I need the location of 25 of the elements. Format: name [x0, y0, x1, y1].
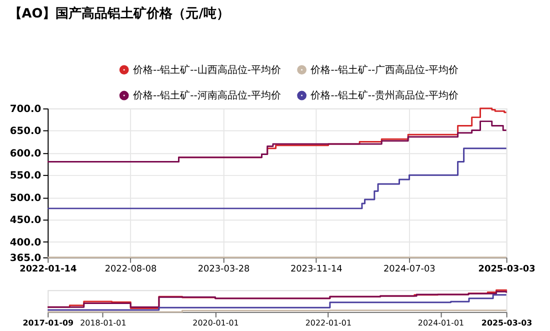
x-tick-label: 2017-01-09 [22, 318, 74, 328]
chart-title: 【AO】国产高品铝土矿价格（元/吨） [8, 6, 230, 22]
x-tick-label: 2025-03-03 [478, 264, 536, 275]
y-tick-label: 450.0 [10, 215, 42, 226]
x-tick-label: 2022-08-08 [104, 264, 157, 275]
x-tick-label: 2024-01-01 [418, 318, 464, 328]
x-tick-label: 2023-03-28 [198, 264, 250, 275]
x-tick-label: 2023-11-14 [290, 264, 343, 275]
y-tick-label: 700.0 [10, 104, 42, 115]
x-tick-label: 2024-07-03 [383, 264, 436, 275]
x-tick-label: 2020-01-01 [192, 318, 239, 328]
y-tick-label: 500.0 [10, 192, 42, 204]
legend-label: 价格--铝土矿--贵州高品位-平均价 [310, 89, 459, 102]
legend-label: 价格--铝土矿--山西高品位-平均价 [132, 64, 281, 76]
y-tick-label: 550.0 [10, 170, 42, 182]
y-tick-label: 650.0 [10, 126, 42, 138]
x-tick-label: 2022-01-14 [20, 264, 77, 275]
legend-label: 价格--铝土矿--河南高品位-平均价 [132, 89, 281, 102]
y-tick-label: 600.0 [10, 148, 42, 160]
legend-label: 价格--铝土矿--广西高品位-平均价 [310, 64, 459, 76]
x-tick-label: 2022-01-01 [305, 318, 352, 328]
x-tick-label: 2025-03-03 [481, 318, 532, 328]
y-tick-label: 365.0 [10, 252, 42, 264]
y-tick-label: 400.0 [10, 237, 42, 248]
x-tick-label: 2018-01-01 [80, 318, 126, 328]
